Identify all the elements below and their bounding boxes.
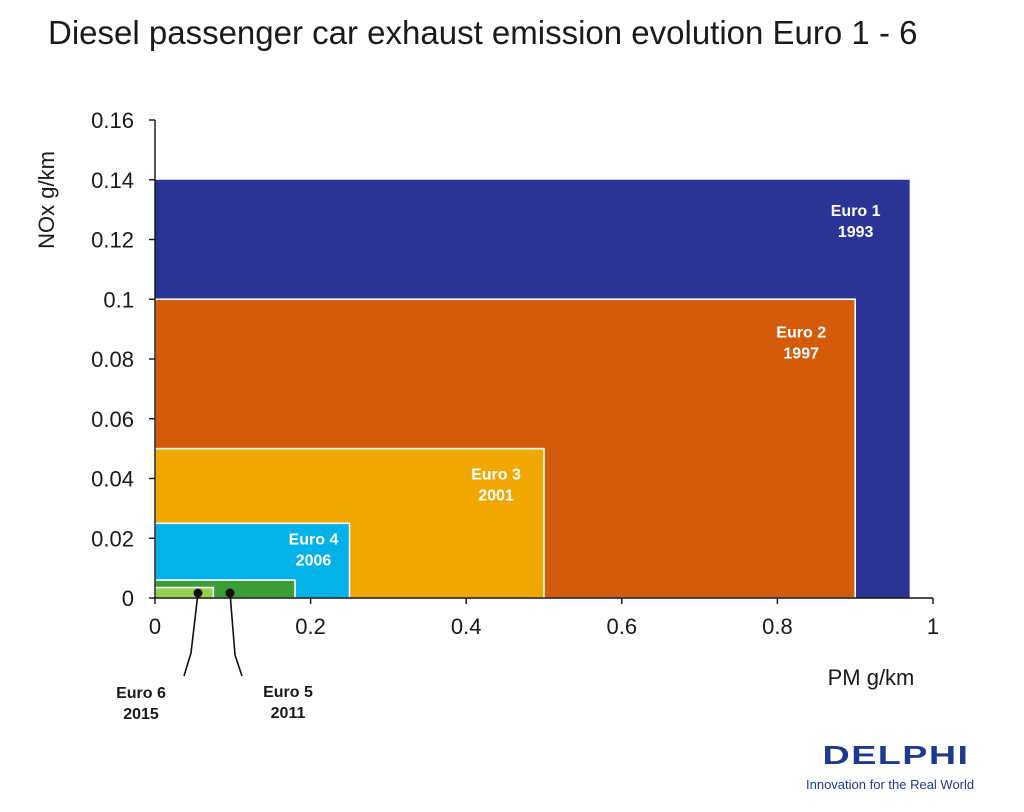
y-tick-label: 0.06 — [91, 407, 134, 432]
y-tick-label: 0.04 — [91, 467, 134, 492]
x-tick-label: 0.2 — [295, 614, 326, 639]
y-tick-label: 0.1 — [103, 287, 134, 312]
label-year-euro-1: 1993 — [838, 224, 874, 241]
callout-year-euro-6: 2015 — [123, 706, 159, 723]
label-name-euro-3: Euro 3 — [471, 467, 521, 484]
y-tick-label: 0.12 — [91, 228, 134, 253]
logo-wordmark: DELPHI — [822, 740, 970, 770]
y-axis-title: NOx g/km — [34, 151, 59, 249]
labels-layer: Euro 1 1993 Euro 2 1997 Euro 3 2001 Euro 4 2006… — [116, 203, 881, 723]
y-tick-label: 0.14 — [91, 168, 134, 193]
callout-name-euro-6: Euro 6 — [116, 685, 166, 702]
x-tick-label: 0 — [149, 614, 161, 639]
x-tick-label: 1 — [927, 614, 939, 639]
callout-line-euro-6 — [183, 592, 199, 677]
rects-layer — [154, 179, 910, 599]
y-tick-label: 0.02 — [91, 526, 134, 551]
label-name-euro-1: Euro 1 — [831, 203, 881, 220]
x-tick-label: 0.6 — [607, 614, 638, 639]
label-year-euro-3: 2001 — [478, 488, 514, 505]
logo-tagline: Innovation for the Real World — [806, 777, 975, 792]
x-axis-title: PM g/km — [828, 665, 915, 690]
label-year-euro-4: 2006 — [296, 552, 332, 569]
y-tick-label: 0.16 — [91, 108, 134, 133]
axes-layer: 0 0.02 0.04 0.06 0.08 0.1 0.12 0.14 0.16 0 0.2 0.4 0… — [34, 108, 939, 690]
y-tick-label: 0.08 — [91, 347, 134, 372]
callout-line-euro-5 — [229, 592, 243, 677]
callout-name-euro-5: Euro 5 — [263, 684, 313, 701]
chart-title: Diesel passenger car exhaust emission ev… — [48, 14, 918, 51]
label-name-euro-4: Euro 4 — [289, 531, 339, 548]
y-tick-label: 0 — [122, 586, 134, 611]
delphi-logo: DELPHI Innovation for the Real World — [806, 740, 986, 792]
x-tick-label: 0.8 — [762, 614, 793, 639]
label-name-euro-2: Euro 2 — [776, 324, 826, 341]
limit-rect-euro-6 — [154, 586, 215, 599]
callout-year-euro-5: 2011 — [271, 705, 306, 722]
label-year-euro-2: 1997 — [783, 345, 819, 362]
x-tick-label: 0.4 — [451, 614, 482, 639]
